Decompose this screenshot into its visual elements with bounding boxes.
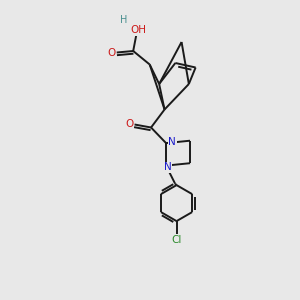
Text: H: H [120,15,127,25]
Text: O: O [107,47,116,58]
Text: N: N [169,136,176,147]
Text: Cl: Cl [171,235,182,245]
Text: N: N [164,162,171,172]
Text: OH: OH [130,25,146,35]
Text: O: O [125,119,133,129]
